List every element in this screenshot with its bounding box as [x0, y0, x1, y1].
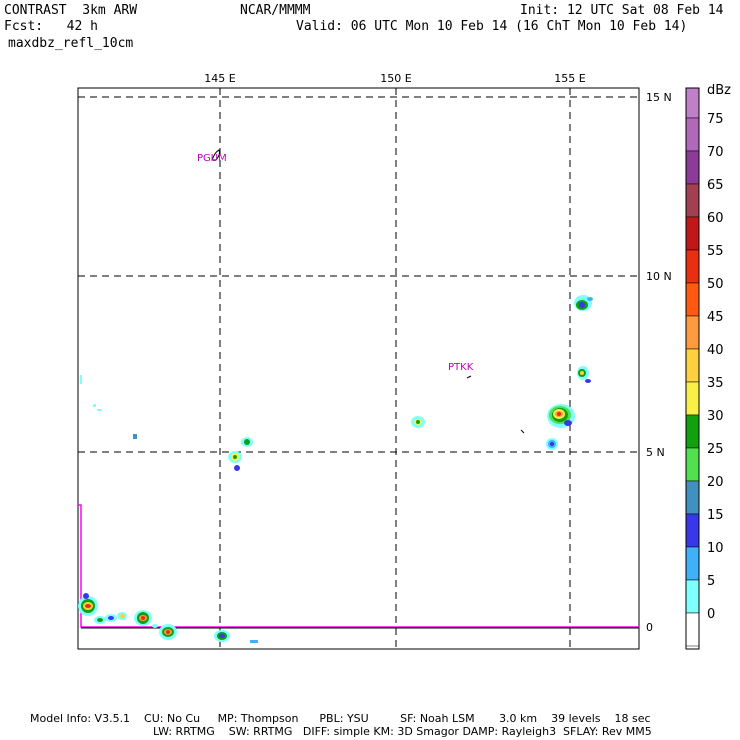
colorbar-swatch	[685, 315, 700, 350]
echo-cell	[585, 379, 591, 383]
echo-cell	[133, 434, 137, 439]
station-label-pgum: PGUM	[197, 153, 227, 164]
colorbar-swatch	[685, 150, 700, 185]
colorbar-level-label: 75	[707, 112, 724, 127]
lat-label: 0	[646, 621, 653, 634]
lat-label: 15 N	[646, 91, 672, 104]
colorbar-level-label: 60	[707, 211, 724, 226]
field-name: maxdbz_refl_10cm	[8, 36, 134, 51]
coastlines	[211, 96, 525, 434]
echo-cell	[83, 593, 89, 599]
colorbar-level-label: 45	[707, 310, 724, 325]
colorbar-swatch	[685, 183, 700, 218]
echo-cell	[234, 465, 240, 471]
colorbar-level-label: 40	[707, 343, 724, 358]
model-info-line2: LW: RRTMG SW: RRTMG DIFF: simple KM: 3D …	[153, 725, 652, 738]
colorbar-level-label: 20	[707, 475, 724, 490]
lat-label: 10 N	[646, 270, 672, 283]
colorbar-level-label: 15	[707, 508, 724, 523]
colorbar-swatch	[685, 513, 700, 548]
colorbar-swatch	[685, 447, 700, 482]
colorbar-units: dBz	[707, 83, 731, 98]
colorbar-swatch	[685, 546, 700, 581]
colorbar-swatch	[685, 216, 700, 251]
colorbar-swatch	[685, 282, 700, 317]
echo-cell	[416, 420, 420, 424]
colorbar-level-label: 70	[707, 145, 724, 160]
model-info-line1: Model Info: V3.5.1 CU: No Cu MP: Thompso…	[30, 712, 651, 725]
model-title: CONTRAST 3km ARW	[4, 3, 138, 18]
echo-cell	[93, 404, 96, 407]
echo-cell	[80, 375, 82, 384]
echo-cell	[250, 640, 258, 643]
chuuk-island	[466, 375, 472, 379]
colorbar-level-label: 10	[707, 541, 724, 556]
colorbar-swatch	[685, 87, 700, 119]
boundary-line	[78, 504, 639, 628]
center-name: NCAR/MMMM	[240, 3, 311, 18]
colorbar-level-label: 0	[707, 607, 715, 622]
echo-cell	[557, 412, 561, 416]
lat-lon-grid	[78, 88, 639, 649]
colorbar-swatch	[685, 381, 700, 416]
echo-cell	[244, 439, 250, 445]
echo-cell	[580, 371, 584, 375]
forecast-hour: Fcst: 42 h	[4, 19, 98, 34]
echo-cell	[119, 614, 125, 618]
echo-cell	[564, 420, 572, 426]
echo-cell	[219, 634, 225, 638]
colorbar-level-label: 25	[707, 442, 724, 457]
echo-cell	[550, 442, 554, 446]
lon-label: 155 E	[554, 72, 585, 85]
map-frame	[77, 87, 640, 650]
echo-cell	[97, 618, 103, 622]
echo-cell	[85, 604, 91, 608]
colorbar-swatch	[685, 480, 700, 515]
colorbar-swatch	[685, 348, 700, 383]
colorbar-swatch	[685, 612, 700, 647]
echo-cell	[108, 616, 114, 620]
colorbar-level-label: 65	[707, 178, 724, 193]
echo-cell	[579, 302, 585, 308]
echo-cell	[166, 630, 170, 634]
colorbar-frame	[685, 87, 700, 650]
reflectivity-echoes	[78, 295, 593, 643]
station-label-ptkk: PTKK	[448, 362, 474, 373]
lat-label: 5 N	[646, 446, 665, 459]
echo-cell	[587, 297, 593, 301]
lon-label: 145 E	[204, 72, 235, 85]
colorbar-swatch	[685, 579, 700, 614]
echo-cell	[97, 409, 101, 411]
echo-cell	[152, 624, 158, 628]
init-time: Init: 12 UTC Sat 08 Feb 14	[520, 3, 724, 18]
colorbar-level-label: 30	[707, 409, 724, 424]
lon-label: 150 E	[380, 72, 411, 85]
colorbar-level-label: 50	[707, 277, 724, 292]
colorbar-level-label: 55	[707, 244, 724, 259]
echo-cell	[233, 455, 237, 459]
valid-time: Valid: 06 UTC Mon 10 Feb 14 (16 ChT Mon …	[296, 19, 688, 34]
colorbar-swatch	[685, 414, 700, 449]
pohnpei-island	[520, 429, 525, 434]
colorbar-level-label: 5	[707, 574, 715, 589]
colorbar-level-label: 35	[707, 376, 724, 391]
guam-island	[211, 149, 221, 161]
colorbar-swatch	[685, 249, 700, 284]
colorbar-swatch	[685, 117, 700, 152]
echo-cell	[141, 616, 145, 620]
